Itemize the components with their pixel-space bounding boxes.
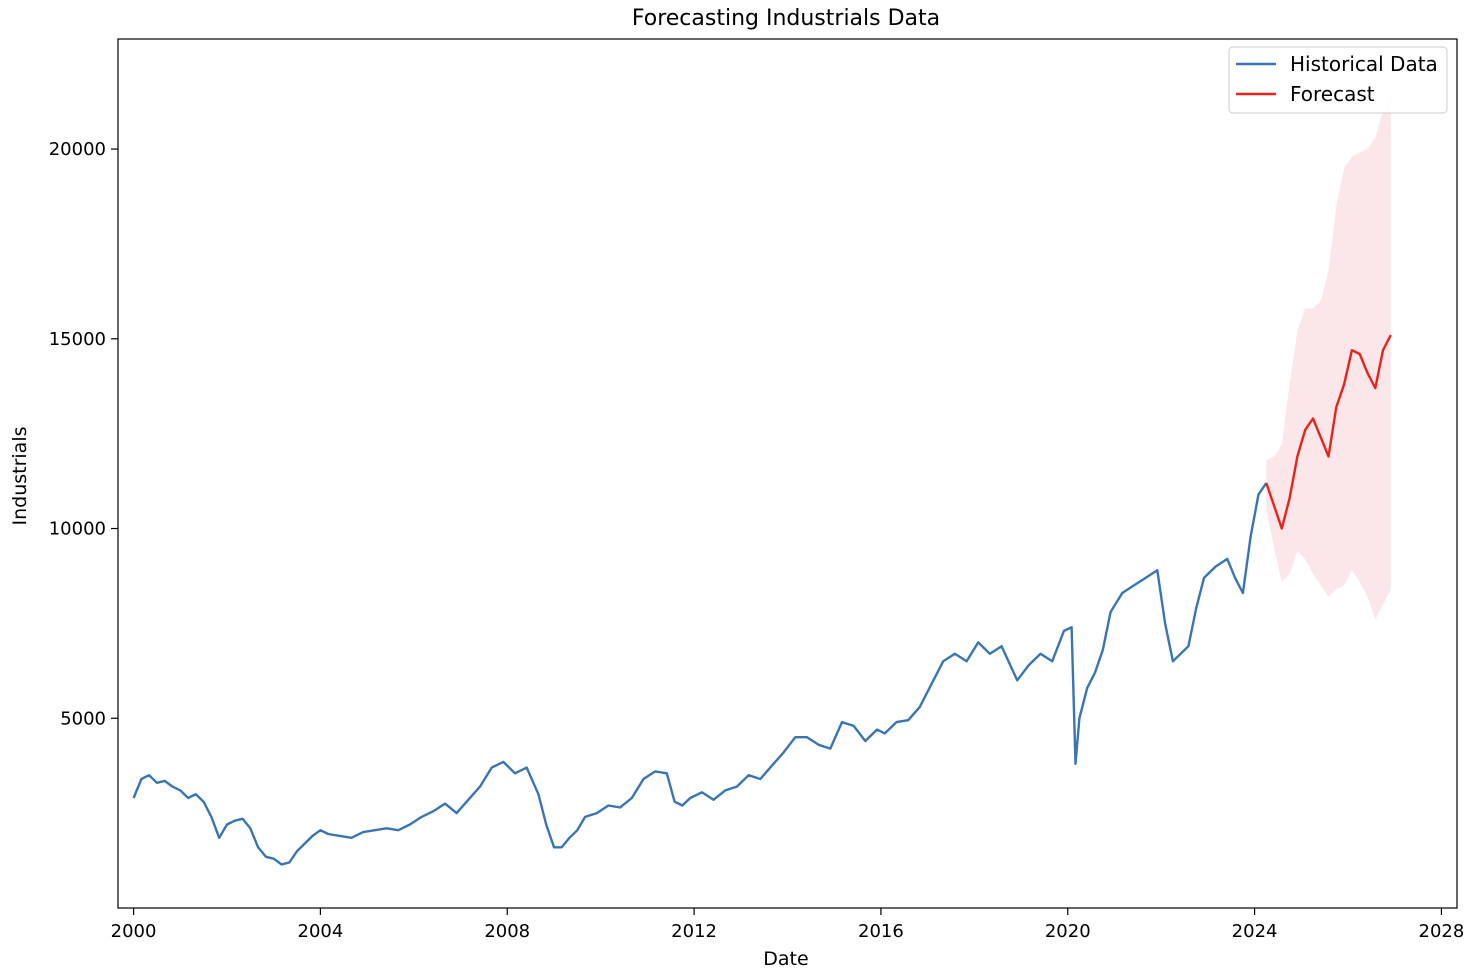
series-layer: [132, 334, 1392, 866]
x-tick-label: 2004: [298, 921, 344, 942]
x-tick-label: 2020: [1045, 921, 1091, 942]
x-tick-label: 2016: [858, 921, 904, 942]
series-line-historical-data: [132, 482, 1268, 866]
x-tick-label: 2012: [671, 921, 717, 942]
x-tick-label: 2008: [484, 921, 530, 942]
series-line-forecast: [1265, 334, 1392, 530]
legend-label-historical: Historical Data: [1290, 52, 1438, 76]
ticks-layer: 2000 2004 2008 2012 2016 2020 2024 2028 5000 1000…: [49, 139, 1465, 942]
forecast-confidence-band: [1266, 92, 1391, 620]
y-tick-label: 5000: [60, 708, 106, 729]
x-axis-label: Date: [763, 948, 808, 970]
x-tick-label: 2000: [111, 921, 157, 942]
plot-frame: [117, 38, 1458, 909]
forecast-confidence-band-layer: [1266, 92, 1391, 620]
x-tick-label: 2024: [1232, 921, 1278, 942]
y-tick-label: 15000: [49, 329, 106, 350]
legend-box: [1228, 46, 1448, 114]
chart-title: Forecasting Industrials Data: [632, 6, 940, 31]
y-axis-label: Industrials: [9, 426, 31, 525]
legend-label-forecast: Forecast: [1290, 82, 1375, 106]
y-tick-label: 20000: [49, 139, 106, 160]
y-tick-label: 10000: [49, 519, 106, 540]
x-tick-label: 2028: [1419, 921, 1465, 942]
legend: Historical Data Forecast: [1228, 46, 1448, 114]
